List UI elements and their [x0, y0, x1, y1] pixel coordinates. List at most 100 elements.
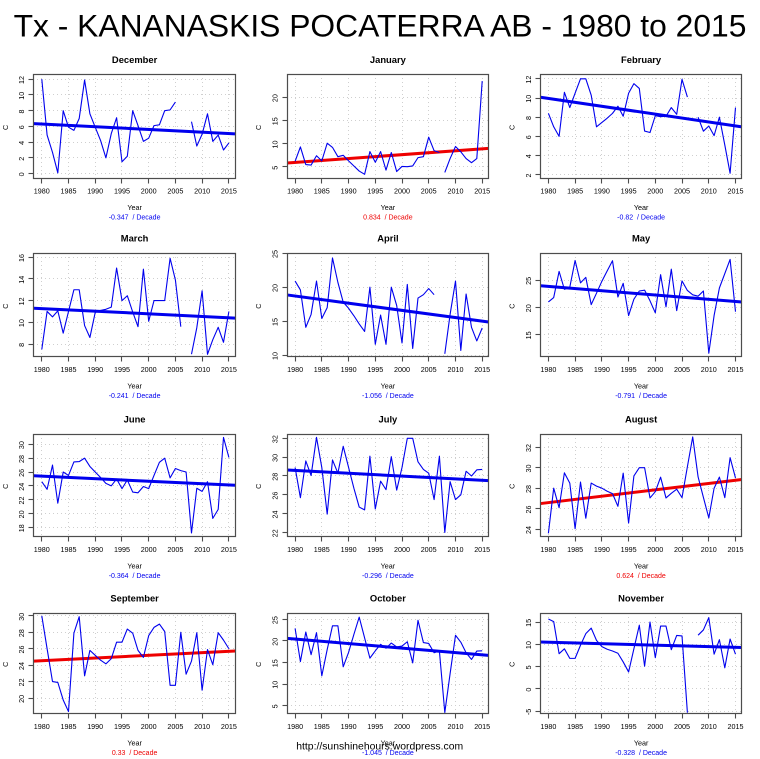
svg-text:32: 32 — [271, 435, 280, 443]
svg-text:April: April — [377, 233, 398, 244]
svg-text:12: 12 — [17, 297, 26, 305]
svg-text:25: 25 — [271, 250, 280, 258]
svg-text:12: 12 — [524, 76, 533, 84]
svg-text:2010: 2010 — [448, 187, 464, 196]
svg-text:2005: 2005 — [421, 187, 437, 196]
svg-text:8: 8 — [17, 110, 26, 114]
svg-text:2015: 2015 — [728, 365, 744, 374]
svg-text:1995: 1995 — [367, 545, 383, 554]
svg-text:1985: 1985 — [314, 187, 330, 196]
svg-text:2000: 2000 — [647, 187, 663, 196]
svg-text:C: C — [508, 484, 517, 489]
svg-text:2005: 2005 — [674, 365, 690, 374]
svg-text:1985: 1985 — [61, 722, 77, 731]
svg-text:14: 14 — [17, 276, 26, 284]
svg-text:0: 0 — [17, 172, 26, 176]
svg-text:October: October — [370, 592, 406, 603]
svg-text:24: 24 — [17, 662, 26, 670]
svg-text:20: 20 — [271, 284, 280, 292]
svg-text:-0.347 / Decade: -0.347 / Decade — [109, 215, 161, 222]
svg-text:1995: 1995 — [114, 365, 130, 374]
svg-text:2010: 2010 — [701, 545, 717, 554]
svg-text:15: 15 — [524, 619, 533, 627]
svg-text:January: January — [370, 54, 407, 65]
svg-text:Year: Year — [381, 562, 396, 571]
svg-text:2005: 2005 — [421, 365, 437, 374]
svg-text:1990: 1990 — [341, 187, 357, 196]
svg-text:0: 0 — [524, 688, 533, 692]
svg-text:24: 24 — [524, 526, 533, 534]
svg-text:1995: 1995 — [367, 187, 383, 196]
svg-text:2015: 2015 — [728, 722, 744, 731]
svg-text:1985: 1985 — [314, 722, 330, 731]
svg-text:8: 8 — [17, 343, 26, 347]
svg-text:2000: 2000 — [394, 545, 410, 554]
svg-text:Tx - KANANASKIS POCATERRA AB -: Tx - KANANASKIS POCATERRA AB - 1980 to 2… — [14, 8, 747, 44]
svg-text:2015: 2015 — [474, 722, 490, 731]
svg-text:Year: Year — [127, 382, 142, 391]
svg-text:1995: 1995 — [114, 722, 130, 731]
svg-text:2015: 2015 — [221, 365, 237, 374]
svg-text:C: C — [254, 303, 263, 308]
svg-text:Year: Year — [634, 562, 649, 571]
svg-text:2000: 2000 — [394, 187, 410, 196]
svg-text:1990: 1990 — [594, 545, 610, 554]
svg-text:1995: 1995 — [367, 722, 383, 731]
svg-text:August: August — [625, 413, 657, 424]
svg-text:2000: 2000 — [141, 722, 157, 731]
svg-text:February: February — [621, 54, 662, 65]
svg-text:2010: 2010 — [194, 722, 210, 731]
svg-text:1995: 1995 — [621, 722, 637, 731]
svg-text:10: 10 — [524, 641, 533, 649]
svg-text:0.624 / Decade: 0.624 / Decade — [616, 573, 666, 580]
svg-text:22: 22 — [271, 529, 280, 537]
svg-text:8: 8 — [524, 116, 533, 120]
svg-text:1995: 1995 — [621, 545, 637, 554]
svg-text:30: 30 — [524, 465, 533, 473]
svg-text:http://sunshinehours.wordpress: http://sunshinehours.wordpress.com — [296, 741, 463, 752]
svg-text:Year: Year — [381, 203, 396, 212]
svg-text:25: 25 — [524, 277, 533, 285]
svg-text:1980: 1980 — [540, 187, 556, 196]
svg-text:1985: 1985 — [314, 545, 330, 554]
svg-text:1990: 1990 — [341, 722, 357, 731]
svg-text:1990: 1990 — [87, 722, 103, 731]
svg-text:Year: Year — [381, 739, 396, 748]
svg-text:2010: 2010 — [194, 365, 210, 374]
svg-text:Year: Year — [127, 739, 142, 748]
svg-text:28: 28 — [17, 455, 26, 463]
svg-text:1990: 1990 — [594, 365, 610, 374]
svg-text:26: 26 — [17, 646, 26, 654]
svg-text:2000: 2000 — [394, 365, 410, 374]
svg-text:1985: 1985 — [567, 365, 583, 374]
svg-text:6: 6 — [17, 125, 26, 129]
svg-text:-5: -5 — [524, 709, 533, 715]
svg-text:C: C — [508, 125, 517, 130]
svg-text:1990: 1990 — [87, 187, 103, 196]
svg-text:0.33 / Decade: 0.33 / Decade — [112, 750, 158, 757]
svg-text:C: C — [508, 303, 517, 308]
svg-text:2000: 2000 — [141, 545, 157, 554]
svg-text:2: 2 — [524, 174, 533, 178]
svg-text:1995: 1995 — [114, 187, 130, 196]
svg-text:Year: Year — [634, 203, 649, 212]
svg-text:15: 15 — [271, 117, 280, 125]
svg-text:2015: 2015 — [221, 722, 237, 731]
svg-text:1980: 1980 — [287, 722, 303, 731]
svg-text:1980: 1980 — [34, 722, 50, 731]
svg-text:C: C — [254, 662, 263, 667]
svg-text:2000: 2000 — [647, 365, 663, 374]
svg-text:1980: 1980 — [540, 365, 556, 374]
svg-text:2000: 2000 — [647, 545, 663, 554]
svg-text:1985: 1985 — [567, 545, 583, 554]
svg-text:September: September — [110, 592, 159, 603]
svg-text:20: 20 — [524, 304, 533, 312]
svg-text:1980: 1980 — [287, 545, 303, 554]
svg-text:2005: 2005 — [167, 722, 183, 731]
svg-text:1990: 1990 — [594, 722, 610, 731]
svg-text:2010: 2010 — [701, 365, 717, 374]
svg-text:20: 20 — [271, 638, 280, 646]
svg-text:2000: 2000 — [141, 365, 157, 374]
svg-text:28: 28 — [17, 629, 26, 637]
svg-text:1980: 1980 — [34, 365, 50, 374]
